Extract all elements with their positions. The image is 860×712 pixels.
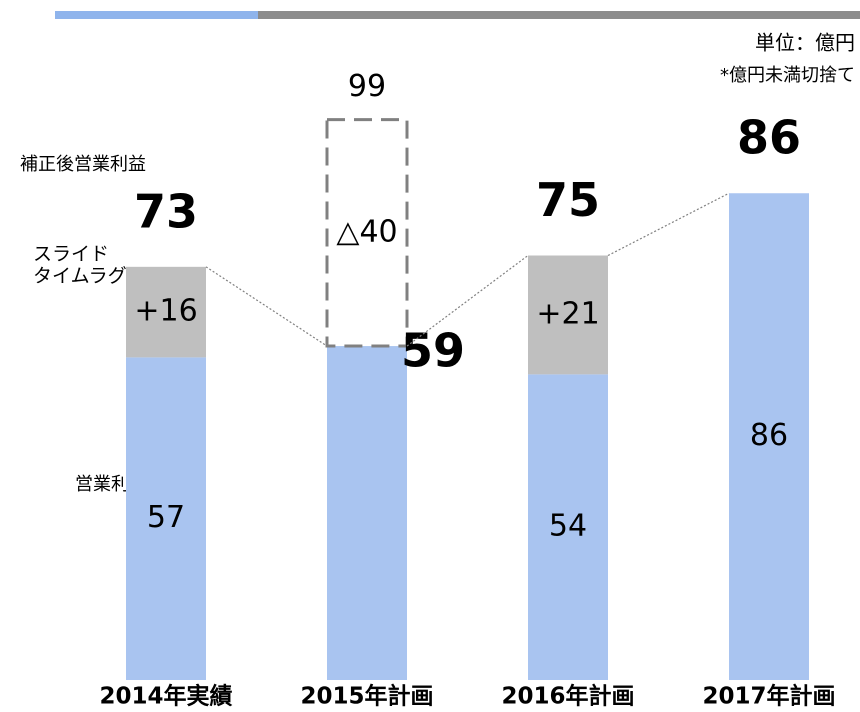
total: 73 [134, 184, 198, 238]
bar-segment [729, 193, 809, 681]
bar-segment [126, 266, 206, 358]
dashed-segment [325, 118, 409, 348]
segment-label: 86 [750, 418, 788, 453]
bar-segment [528, 374, 608, 680]
connector [205, 266, 328, 347]
header-bar [258, 11, 860, 19]
total-label: 補正後営業利益 [20, 154, 146, 175]
bar-segment [528, 255, 608, 375]
total: 75 [536, 173, 600, 227]
header-bar-accent [55, 11, 258, 19]
note: *億円未満切捨て [720, 65, 855, 86]
x-tick-label: 2016年計画 [501, 683, 634, 710]
series-label: スライド タイムラグ [33, 243, 127, 287]
bar-segment [126, 357, 206, 680]
segment-label: 57 [147, 500, 185, 535]
total: 59 [401, 324, 465, 378]
connector [406, 255, 529, 347]
bar-segment [327, 346, 407, 680]
segment-label: +21 [536, 296, 599, 331]
connector [607, 192, 730, 257]
x-tick-label: 2017年計画 [702, 683, 835, 710]
x-tick-label: 2014年実績 [99, 683, 232, 710]
total: 86 [737, 111, 801, 165]
segment-label: △40 [336, 214, 397, 249]
x-tick-label: 2015年計画 [300, 683, 433, 710]
dashed-total: 99 [348, 69, 386, 104]
segment-label: 54 [549, 509, 587, 544]
segment-label: +16 [134, 294, 197, 329]
unit: 単位：億円 [755, 31, 855, 55]
